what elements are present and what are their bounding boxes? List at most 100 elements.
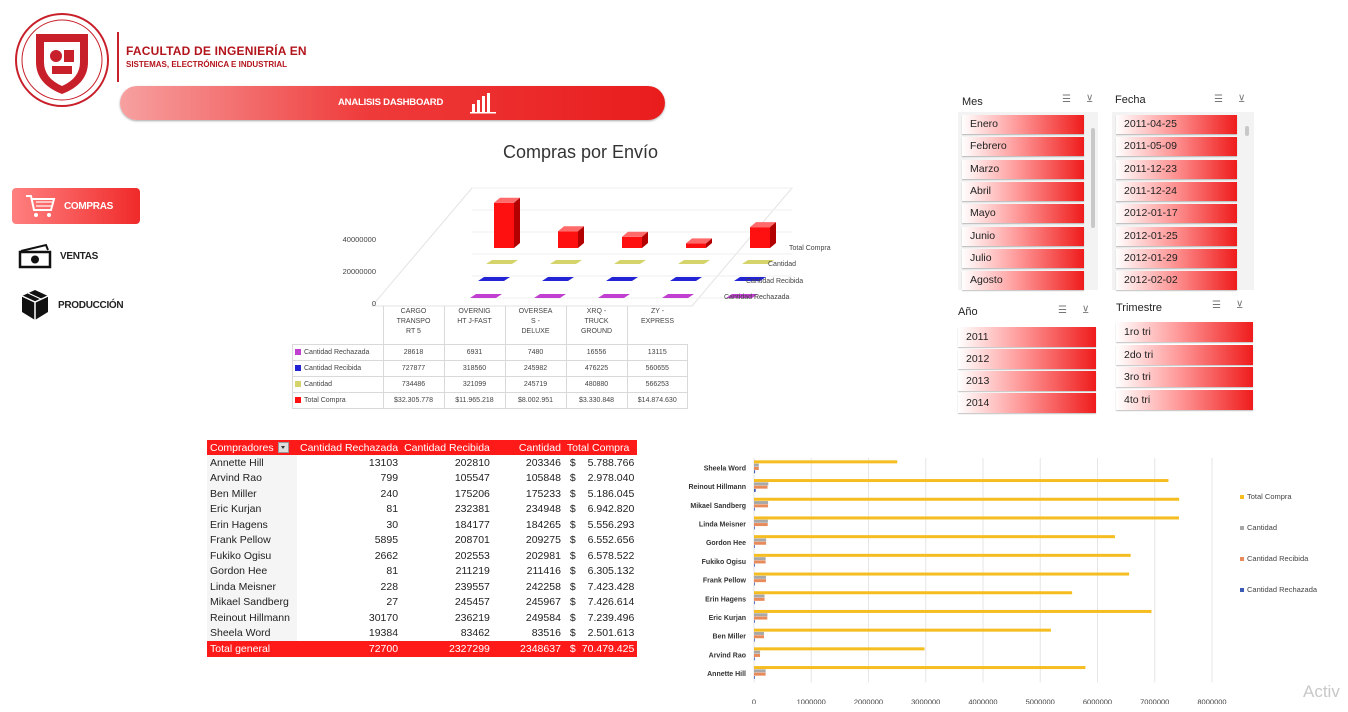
pivot-row: Annette Hill 13103 202810 203346 $5.788.766: [207, 455, 637, 471]
data-value: 16556: [565, 344, 628, 361]
pivot-cell-name: Sheela Word: [207, 625, 297, 641]
pivot-cell-value: 232381: [454, 503, 490, 516]
pivot-header-compradores[interactable]: Compradores: [207, 440, 297, 455]
data-value: 318560: [443, 360, 506, 377]
nav-produccion-button[interactable]: PRODUCCIÓN: [18, 288, 124, 322]
x-tick-label: 5000000: [1026, 697, 1055, 704]
multi-select-icon[interactable]: ☰: [1058, 305, 1067, 316]
chart3d-plot: 40000000 20000000 0 Total Compra Cantidad Can…: [343, 187, 831, 308]
pivot-cell-value: 799: [380, 472, 399, 485]
slicer-item-1ro-tri[interactable]: 1ro tri: [1116, 322, 1253, 342]
legend-swatch: [295, 349, 301, 356]
category-label-fukiko-ogisu: Fukiko Ogisu: [702, 559, 746, 566]
slicer-item-2012-01-17[interactable]: 2012-01-17: [1116, 204, 1237, 224]
slicer-item-2012-01-25[interactable]: 2012-01-25: [1116, 226, 1237, 246]
clear-filter-icon[interactable]: ⊻: [1238, 94, 1246, 105]
slicer-item-marzo[interactable]: Marzo: [962, 159, 1084, 179]
clear-filter-icon[interactable]: ⊻: [1236, 300, 1244, 311]
multi-select-icon[interactable]: ☰: [1214, 94, 1223, 105]
slicer-item-2012-02-02[interactable]: 2012-02-02: [1116, 271, 1237, 291]
bar-cantidad-rechazada-gordon-hee: [754, 545, 755, 549]
pivot-cell-value: 83462: [460, 627, 490, 640]
slicer-anio-title: Año: [958, 306, 978, 318]
bar-cantidad-0: [486, 260, 518, 264]
bar-cantidad-linda-meisner: [754, 519, 768, 523]
bar-cantidad-gordon-hee: [754, 538, 767, 542]
slicer-fecha-scrollbar[interactable]: [1245, 126, 1249, 136]
category-label-line: HT J-FAST: [457, 318, 492, 325]
pivot-cell-value: 2.501.613: [587, 627, 635, 640]
slicer-mes-scrollbar[interactable]: [1091, 128, 1095, 228]
bar-cantidad-recibida-frank-pellow: [754, 579, 766, 583]
pivot-cell-value: 245457: [454, 596, 490, 609]
slicer-item-4to-tri[interactable]: 4to tri: [1116, 389, 1253, 410]
bar-total-compra-ben-miller: [754, 628, 1051, 632]
bar-cantidad-rechazada-fukiko-ogisu: [754, 563, 755, 567]
slicer-item-junio[interactable]: Junio: [962, 226, 1084, 246]
legend-label-cantidad-rechazada: Cantidad Rechazada: [1247, 585, 1318, 594]
pivot-row: Arvind Rao 799 105547 105848 $2.978.040: [207, 470, 637, 486]
multi-select-icon[interactable]: ☰: [1062, 94, 1071, 105]
bar-cantidad-ben-miller: [754, 631, 765, 635]
compras-por-envio-chart: 40000000 20000000 0 Total Compra Cantidad Can…: [343, 187, 831, 308]
pivot-cell-value: 81: [386, 565, 399, 578]
slicer-item-2do-tri[interactable]: 2do tri: [1116, 344, 1253, 365]
legend-label-cantidad: Cantidad: [1247, 523, 1277, 532]
pivot-cell-value: 30170: [368, 611, 399, 624]
bar-chart-icon: [470, 93, 496, 114]
bar-total-compra-1: [558, 231, 578, 248]
bar-cantidad-rechazada-linda-meisner: [754, 526, 755, 530]
multi-select-icon[interactable]: ☰: [1212, 300, 1221, 311]
bar-cantidad-fukiko-ogisu: [754, 557, 766, 561]
slicer-item-agosto[interactable]: Agosto: [962, 271, 1084, 291]
slicer-item-2012-01-29[interactable]: 2012-01-29: [1116, 248, 1237, 268]
category-label-gordon-hee: Gordon Hee: [706, 540, 746, 547]
chart-title: Compras por Envío: [503, 142, 659, 162]
data-value: 245982: [504, 360, 567, 377]
slicer-item-2011-12-24[interactable]: 2011-12-24: [1116, 181, 1237, 201]
bar-cantidad-recibida-1: [542, 277, 574, 281]
bar-cantidad-recibida-erin-hagens: [754, 597, 765, 601]
filter-dropdown-icon[interactable]: [277, 442, 289, 454]
faculty-title: FACULTAD DE INGENIERÍA EN: [126, 44, 307, 58]
slicer-item-2011-12-23[interactable]: 2011-12-23: [1116, 159, 1237, 179]
pivot-cell-value: 184177: [454, 518, 490, 531]
pivot-cell-name: Arvind Rao: [207, 470, 297, 486]
slicer-item-enero[interactable]: Enero: [962, 115, 1084, 134]
nav-ventas-button[interactable]: VENTAS: [18, 240, 98, 272]
bar-cantidad-recibida-3: [670, 277, 702, 281]
pivot-row: Ben Miller 240 175206 175233 $5.186.045: [207, 486, 637, 502]
slicer-item-febrero[interactable]: Febrero: [962, 137, 1084, 157]
slicer-item-2014[interactable]: 2014: [958, 393, 1096, 413]
slicer-item-2012[interactable]: 2012: [958, 349, 1096, 369]
slicer-item-2013[interactable]: 2013: [958, 371, 1096, 391]
clear-filter-icon[interactable]: ⊻: [1082, 305, 1090, 316]
legend-swatch: [295, 397, 301, 404]
pivot-cell-value: 2348637: [492, 641, 564, 657]
slicer-item-mayo[interactable]: Mayo: [962, 204, 1084, 224]
bar-cantidad-2: [614, 260, 646, 264]
bar-cantidad-rechazada-0: [470, 294, 502, 298]
nav-compras-button[interactable]: COMPRAS: [12, 188, 140, 224]
pivot-cell-value: $: [569, 580, 576, 593]
slicer-item-2011-05-09[interactable]: 2011-05-09: [1116, 137, 1237, 157]
x-tick-label: 7000000: [1140, 697, 1169, 704]
pivot-cell-value: 70.479.425: [578, 641, 638, 657]
slicer-item-2011[interactable]: 2011: [958, 327, 1096, 347]
data-value: 28618: [382, 344, 445, 361]
pivot-cell-value: 5895: [374, 534, 399, 547]
bar-total-compra-2-top: [622, 231, 648, 237]
pivot-header-row: Compradores Cantidad Rechazada Cantidad …: [207, 440, 638, 455]
bar-cantidad-recibida-ben-miller: [754, 635, 765, 639]
slicer-item-2011-04-25[interactable]: 2011-04-25: [1116, 115, 1237, 134]
category-label-frank-pellow: Frank Pellow: [703, 578, 747, 585]
category-label: XRQ - TRUCK GROUND: [565, 306, 627, 345]
pivot-cell-name: Erin Hagens: [207, 517, 297, 533]
slicer-item-abril[interactable]: Abril: [962, 181, 1084, 201]
slicer-item-julio[interactable]: Julio: [962, 248, 1084, 268]
legend-entry: Total Compra: [292, 392, 384, 409]
slicer-item-3ro-tri[interactable]: 3ro tri: [1116, 367, 1253, 387]
pivot-header-total-compra: Total Compra: [563, 440, 638, 455]
clear-filter-icon[interactable]: ⊻: [1086, 94, 1094, 105]
legend-label-cantidad-recibida: Cantidad Recibida: [1247, 554, 1309, 563]
